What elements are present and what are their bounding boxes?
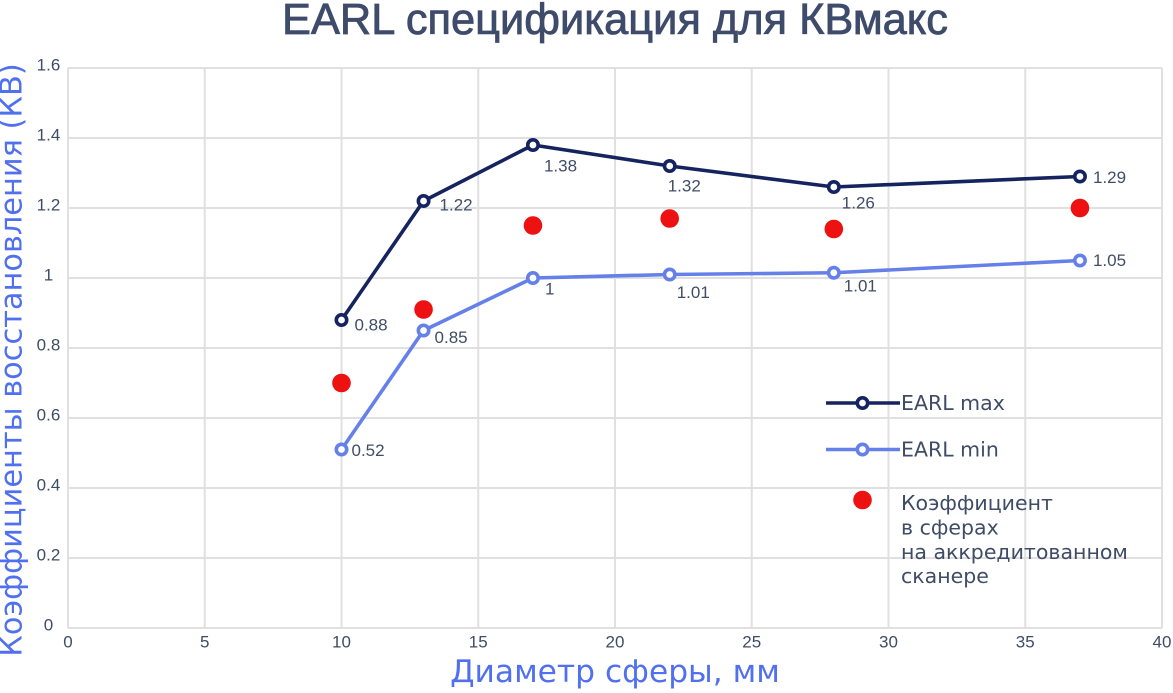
- x-tick-label: 25: [742, 633, 761, 652]
- legend-label: сканере: [901, 564, 989, 588]
- legend-label: на аккредитованном: [901, 540, 1128, 564]
- point-label: 1.01: [677, 283, 710, 302]
- series-marker-earl-max: [416, 194, 431, 209]
- y-tick-label: 0.8: [37, 336, 61, 355]
- y-tick-label: 0.6: [37, 406, 61, 425]
- legend-label: в сферах: [901, 515, 999, 539]
- x-tick-label: 35: [1016, 633, 1035, 652]
- legend-marker: [855, 442, 870, 457]
- series-marker-earl-max: [1072, 169, 1087, 184]
- legend-label: Коэффициент: [901, 491, 1053, 515]
- point-label: 1.29: [1093, 168, 1126, 187]
- legend-label: EARL max: [901, 391, 1005, 415]
- series-marker-earl-min: [334, 442, 349, 457]
- legend-marker: [855, 395, 870, 410]
- series-marker-earl-max: [525, 138, 540, 153]
- scatter-dot: [1070, 198, 1090, 218]
- series-marker-earl-min: [662, 267, 677, 282]
- chart-title: EARL спецификация для КВмакс: [282, 0, 949, 44]
- point-label: 0.85: [435, 328, 468, 347]
- scatter-dot: [332, 373, 351, 393]
- x-tick-label: 5: [200, 633, 209, 652]
- x-tick-label: 20: [606, 633, 625, 652]
- series-marker-earl-min: [1072, 253, 1087, 268]
- x-tick-label: 15: [469, 633, 488, 652]
- y-tick-label: 1.6: [37, 56, 61, 75]
- y-tick-label: 0.4: [37, 476, 61, 495]
- point-label: 1.05: [1093, 251, 1126, 270]
- series-marker-earl-min: [826, 265, 841, 280]
- y-tick-label: 1.4: [37, 126, 61, 145]
- x-tick-label: 30: [879, 633, 898, 652]
- point-label: 1: [545, 280, 554, 299]
- scatter-dot: [523, 216, 543, 235]
- series-marker-earl-max: [662, 159, 677, 174]
- point-label: 1.32: [668, 177, 701, 196]
- legend-dot: [853, 490, 872, 510]
- point-label: 1.01: [844, 276, 877, 295]
- legend-label: EARL min: [901, 438, 999, 462]
- series-marker-earl-min: [525, 270, 540, 285]
- point-label: 1.38: [544, 157, 577, 176]
- scatter-dot: [414, 300, 433, 319]
- scatter-dot: [660, 209, 679, 228]
- x-axis-title: Диаметр сферы, мм: [450, 654, 780, 690]
- y-tick-label: 1.2: [37, 196, 61, 215]
- y-tick-label: 0: [44, 616, 53, 635]
- point-label: 0.88: [355, 316, 388, 335]
- point-label: 1.22: [440, 196, 473, 215]
- series-marker-earl-max: [334, 312, 349, 327]
- scatter-dot: [824, 219, 844, 239]
- point-label: 0.52: [352, 441, 385, 460]
- series-marker-earl-min: [416, 323, 431, 338]
- point-label: 1.26: [842, 194, 875, 213]
- series-marker-earl-max: [826, 180, 841, 195]
- x-tick-label: 10: [332, 633, 351, 652]
- series-line-earl-min: [339, 258, 1082, 452]
- x-tick-label: 0: [63, 633, 72, 652]
- y-tick-label: 0.2: [37, 546, 61, 565]
- y-axis-title-text: Коэффициенты восстановления (КВ): [0, 63, 30, 657]
- x-tick-label: 40: [1153, 633, 1172, 652]
- series-line-earl-max: [339, 143, 1082, 322]
- y-tick-label: 1: [44, 266, 53, 285]
